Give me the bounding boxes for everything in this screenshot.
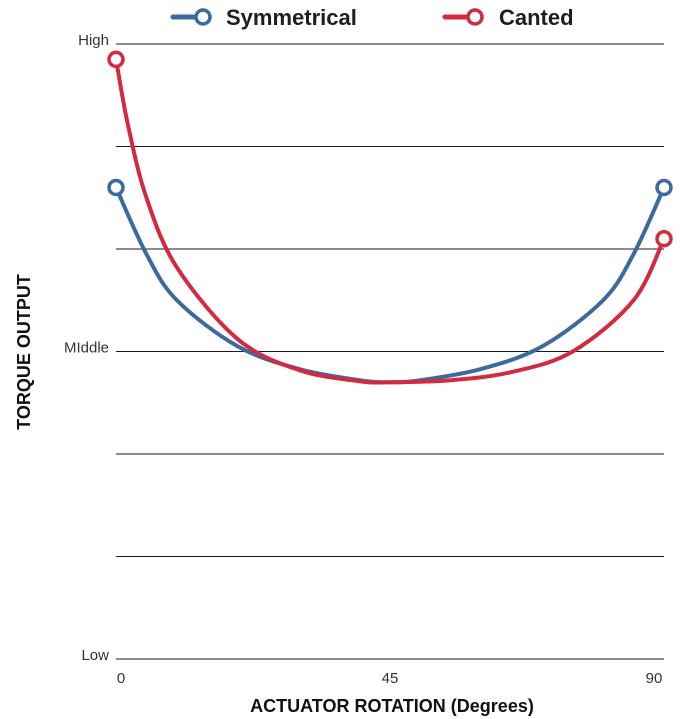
x-tick-label-45: 45 <box>382 670 399 687</box>
gridlines <box>116 43 664 660</box>
series-point-symmetrical-0 <box>107 178 125 197</box>
x-tick-label-0: 0 <box>117 670 125 687</box>
y-tick-label-middle: MIddle <box>64 340 109 357</box>
series-point-symmetrical-90 <box>655 178 673 197</box>
y-tick-labels: Low MIddle High <box>64 32 109 664</box>
legend-item-canted: Canted <box>442 5 574 30</box>
legend-item-symmetrical: Symmetrical <box>170 5 357 30</box>
x-tick-label-90: 90 <box>646 670 663 687</box>
series-point-canted-90 <box>655 230 673 248</box>
legend-canted-label: Canted <box>499 5 574 30</box>
x-axis-title: ACTUATOR ROTATION (Degrees) <box>250 696 534 716</box>
legend-canted-marker <box>466 8 484 26</box>
series-point-canted-0 <box>107 50 125 69</box>
legend-symmetrical-label: Symmetrical <box>226 5 357 30</box>
legend: Symmetrical Canted <box>170 5 574 30</box>
legend-symmetrical-marker <box>194 8 212 26</box>
x-tick-labels: 0 45 90 <box>117 670 663 687</box>
series-line-canted <box>114 57 666 385</box>
series-line-symmetrical <box>114 185 666 385</box>
y-tick-label-high: High <box>78 32 109 49</box>
y-axis-title: TORQUE OUTPUT <box>14 274 34 430</box>
plot-area <box>107 50 673 385</box>
y-tick-label-low: Low <box>81 647 109 664</box>
